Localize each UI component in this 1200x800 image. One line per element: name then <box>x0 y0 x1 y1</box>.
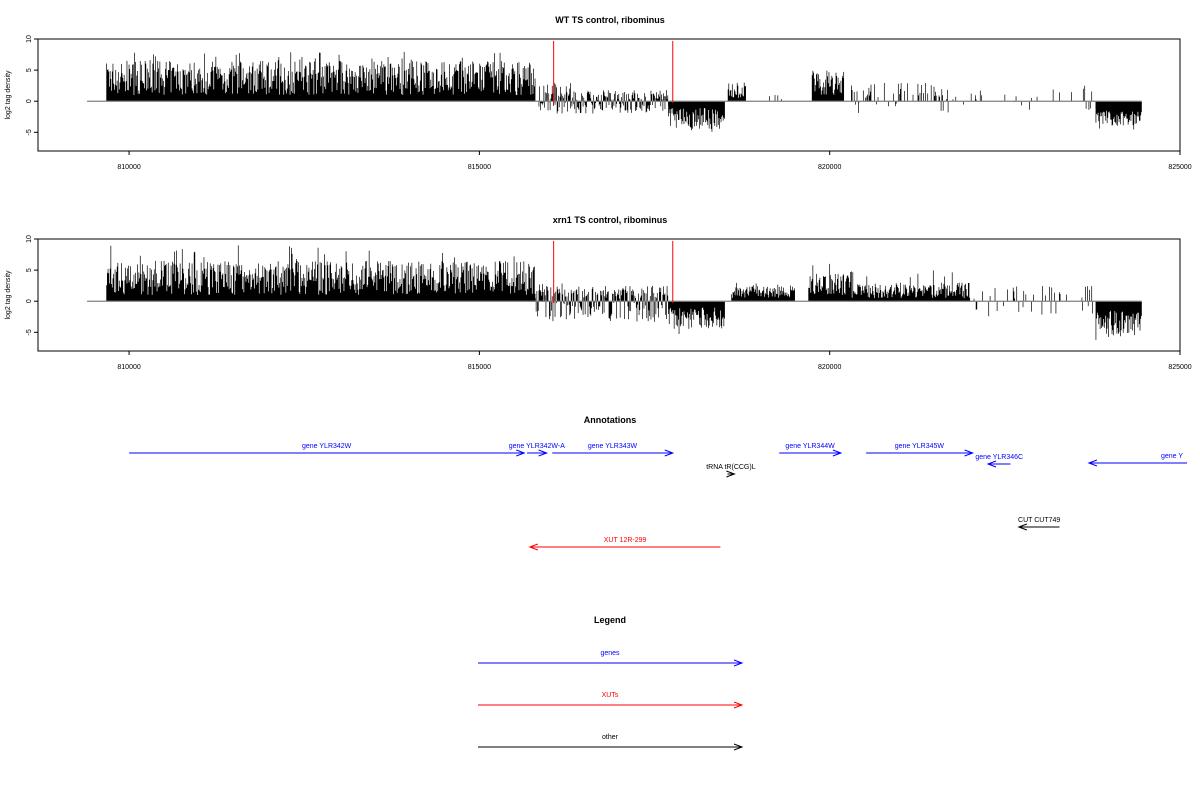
xrn1-density-region-4 <box>731 282 795 302</box>
xrn1-y-tick-label: -5 <box>26 329 33 335</box>
xrn1-y-axis: 10 5 0 -5 <box>26 235 38 335</box>
wt-density-region-6 <box>811 70 845 102</box>
feature-arrow-gene-ylr346c-head <box>986 460 997 468</box>
wt-x-tick-label: 815000 <box>468 164 491 171</box>
xrn1-density-region-5 <box>808 263 852 302</box>
xrn1-density-bars <box>106 245 1142 340</box>
xrn1-panel-title: xrn1 TS control, ribominus <box>553 215 668 225</box>
wt-x-tick-label: 825000 <box>1168 164 1191 171</box>
feature-label-gene-ylr345w: gene YLR345W <box>895 443 945 450</box>
wt-density-region-9 <box>1004 89 1072 110</box>
wt-density-region-8 <box>935 89 983 113</box>
feature-label-gene-ylr342w-a: gene YLR342W-A <box>509 443 565 450</box>
xrn1-density-region-0 <box>106 245 536 302</box>
feature-label-trna-tr-ccg-l: tRNA tR(CCG)L <box>706 464 756 471</box>
wt-y-tick-label: 10 <box>26 35 33 43</box>
wt-y-tick-label: 0 <box>26 99 33 103</box>
legend-arrow-xut-head <box>733 701 744 709</box>
xrn1-density-region-1 <box>535 283 571 322</box>
wt-density-region-1 <box>538 82 571 114</box>
xrn1-x-tick-label: 825000 <box>1168 364 1191 371</box>
xrn1-x-axis: 810000 815000 820000 825000 <box>117 351 1192 371</box>
xrn1-density-region-9 <box>1095 301 1142 340</box>
feature-arrow-gene-ylr343w-head <box>664 449 675 457</box>
xrn1-y-tick-label: 5 <box>26 268 33 272</box>
annotations-title: Annotations <box>584 415 637 425</box>
xrn1-x-tick-label: 810000 <box>117 364 140 371</box>
xrn1-x-tick-label: 820000 <box>818 364 841 371</box>
wt-x-axis: 810000 815000 820000 825000 <box>117 151 1192 171</box>
wt-density-region-4 <box>727 82 746 102</box>
annotation-features: gene YLR342W gene YLR342W-A gene YLR343W ge… <box>129 443 1188 551</box>
wt-density-region-0 <box>106 51 536 102</box>
legend-arrow-other-head <box>733 743 744 751</box>
legend-items: genes XUTs other <box>478 650 744 751</box>
wt-density-region-2 <box>570 90 669 114</box>
xrn1-density-region-3 <box>668 301 725 334</box>
xrn1-density-region-7 <box>973 286 1067 317</box>
xrn1-density-region-6 <box>850 270 971 302</box>
wt-track-panel: WT TS control, ribominus log2 tag densit… <box>5 15 1192 171</box>
legend-title: Legend <box>594 615 626 625</box>
xrn1-density-region-8 <box>1081 286 1093 314</box>
feature-arrow-gene-y-head <box>1087 459 1098 467</box>
wt-density-region-10 <box>1082 85 1097 110</box>
feature-arrow-gene-ylr342w-a-head <box>538 449 549 457</box>
xrn1-density-region-2 <box>570 285 669 322</box>
wt-plot-frame <box>37 38 1181 152</box>
xrn1-plot-frame <box>37 238 1181 352</box>
legend-arrow-gene-head <box>733 659 744 667</box>
wt-y-tick-label: -5 <box>26 129 33 135</box>
wt-y-axis: 10 5 0 -5 <box>26 35 38 135</box>
wt-density-region-11 <box>1095 101 1142 130</box>
feature-label-gene-ylr346c: gene YLR346C <box>975 454 1023 461</box>
feature-label-xut-12r-299: XUT 12R-299 <box>604 537 647 544</box>
legend-panel: Legend genes XUTs other <box>478 615 744 751</box>
wt-density-region-7 <box>851 82 936 113</box>
xrn1-y-axis-label: log2 tag density <box>5 270 12 320</box>
feature-arrow-xut-12r-299-head <box>528 543 539 551</box>
feature-arrow-gene-ylr342w-head <box>516 449 526 457</box>
feature-arrow-gene-ylr345w-head <box>964 449 975 457</box>
xrn1-track-panel: xrn1 TS control, ribominus log2 tag dens… <box>5 215 1192 371</box>
wt-y-axis-label: log2 tag density <box>5 70 12 120</box>
feature-label-cut-cut749: CUT CUT749 <box>1018 517 1060 524</box>
feature-arrow-gene-ylr344w-head <box>832 449 843 457</box>
feature-arrow-trna-tr-ccg-l-head <box>726 470 736 478</box>
xrn1-marker-lines <box>553 240 674 304</box>
legend-label-other: other <box>602 734 619 741</box>
feature-label-gene-ylr342w: gene YLR342W <box>302 443 352 450</box>
wt-x-tick-label: 820000 <box>818 164 841 171</box>
wt-panel-title: WT TS control, ribominus <box>555 15 665 25</box>
feature-arrow-cut-cut749-head <box>1017 523 1028 531</box>
wt-y-tick-label: 5 <box>26 68 33 72</box>
xrn1-y-tick-label: 0 <box>26 299 33 303</box>
feature-label-gene-y: gene Y <box>1161 453 1183 460</box>
wt-density-region-3 <box>668 101 725 132</box>
xrn1-x-tick-label: 815000 <box>468 364 491 371</box>
xrn1-y-tick-label: 10 <box>26 235 33 243</box>
wt-density-region-5 <box>769 95 782 102</box>
legend-label-xut: XUTs <box>602 692 619 699</box>
wt-density-bars <box>106 51 1142 132</box>
annotations-panel: Annotations gene YLR342W gene YLR342W-A ge… <box>129 415 1188 551</box>
feature-label-gene-ylr344w: gene YLR344W <box>785 443 835 450</box>
wt-marker-lines <box>553 40 674 104</box>
wt-x-tick-label: 810000 <box>117 164 140 171</box>
legend-label-gene: genes <box>600 650 620 657</box>
feature-label-gene-ylr343w: gene YLR343W <box>588 443 638 450</box>
